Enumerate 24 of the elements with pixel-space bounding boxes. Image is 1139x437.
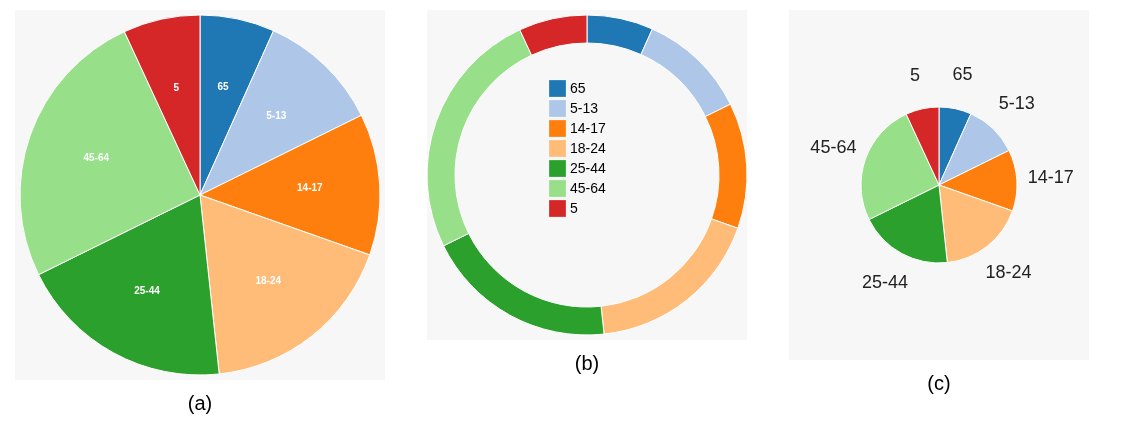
slice-label: 5 [173,81,180,93]
legend-label: 45-64 [570,179,607,196]
slice-label: 45-64 [83,152,110,164]
slice-label: 65 [952,64,973,85]
slice-label: 65 [217,81,229,93]
slice-label: 18-24 [255,275,282,287]
text: (b) [574,352,600,374]
slice-label: 18-24 [985,261,1032,282]
slice-label: 14-17 [1027,167,1074,188]
legend-label: 18-24 [570,139,607,156]
slice-label: 25-44 [134,285,161,297]
legend-label: 5-13 [570,99,599,116]
text: (a) [187,392,213,414]
slice-label: 14-17 [297,182,324,194]
slice-label: 5-13 [998,93,1035,114]
slice-label: 5-13 [266,109,287,121]
text: (c) [927,372,951,394]
slice-label: 45-64 [810,136,857,157]
legend-label: 65 [570,79,586,96]
slice-label: 5 [909,64,920,85]
legend-label: 5 [570,199,578,216]
legend-label: 14-17 [570,119,607,136]
legend-label: 25-44 [570,159,607,176]
slice-label: 25-44 [862,272,909,293]
